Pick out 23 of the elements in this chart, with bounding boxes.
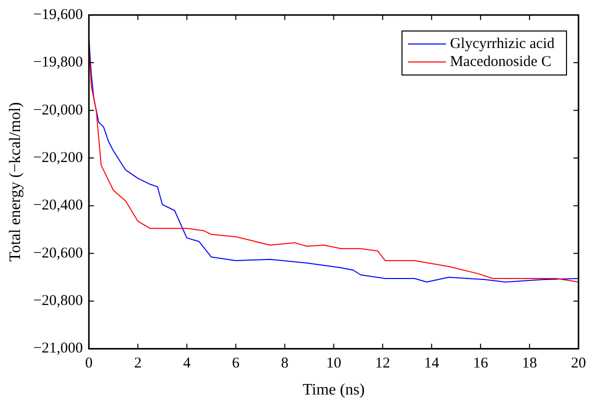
y-axis-title: Total energy (−kcal/mol) (6, 102, 24, 262)
y-tick-label: −19,600 (33, 6, 83, 23)
y-tick-label: −20,600 (33, 245, 83, 262)
y-tick-label: −20,400 (33, 198, 83, 214)
x-tick-label: 18 (522, 356, 538, 372)
x-tick-label: 0 (85, 356, 93, 372)
x-tick-label: 12 (375, 356, 390, 372)
x-tick-label: 14 (424, 356, 440, 372)
y-tick-label: −20,200 (33, 150, 83, 166)
y-tick-label: −19,800 (33, 54, 83, 71)
legend-label: Glycyrrhizic acid (450, 36, 555, 52)
x-tick-label: 20 (571, 356, 586, 372)
x-tick-label: 10 (326, 356, 342, 372)
y-tick-label: −21,000 (33, 340, 83, 357)
y-tick-label: −20,000 (33, 102, 83, 118)
legend-label: Macedonoside C (450, 54, 552, 70)
x-axis-title: Time (ns) (302, 382, 365, 399)
x-tick-label: 8 (280, 356, 288, 372)
x-tick-label: 4 (183, 356, 192, 372)
x-tick-label: 6 (232, 356, 240, 372)
y-tick-label: −20,800 (33, 293, 83, 310)
x-tick-label: 16 (473, 356, 489, 372)
x-tick-label: 2 (134, 356, 142, 372)
